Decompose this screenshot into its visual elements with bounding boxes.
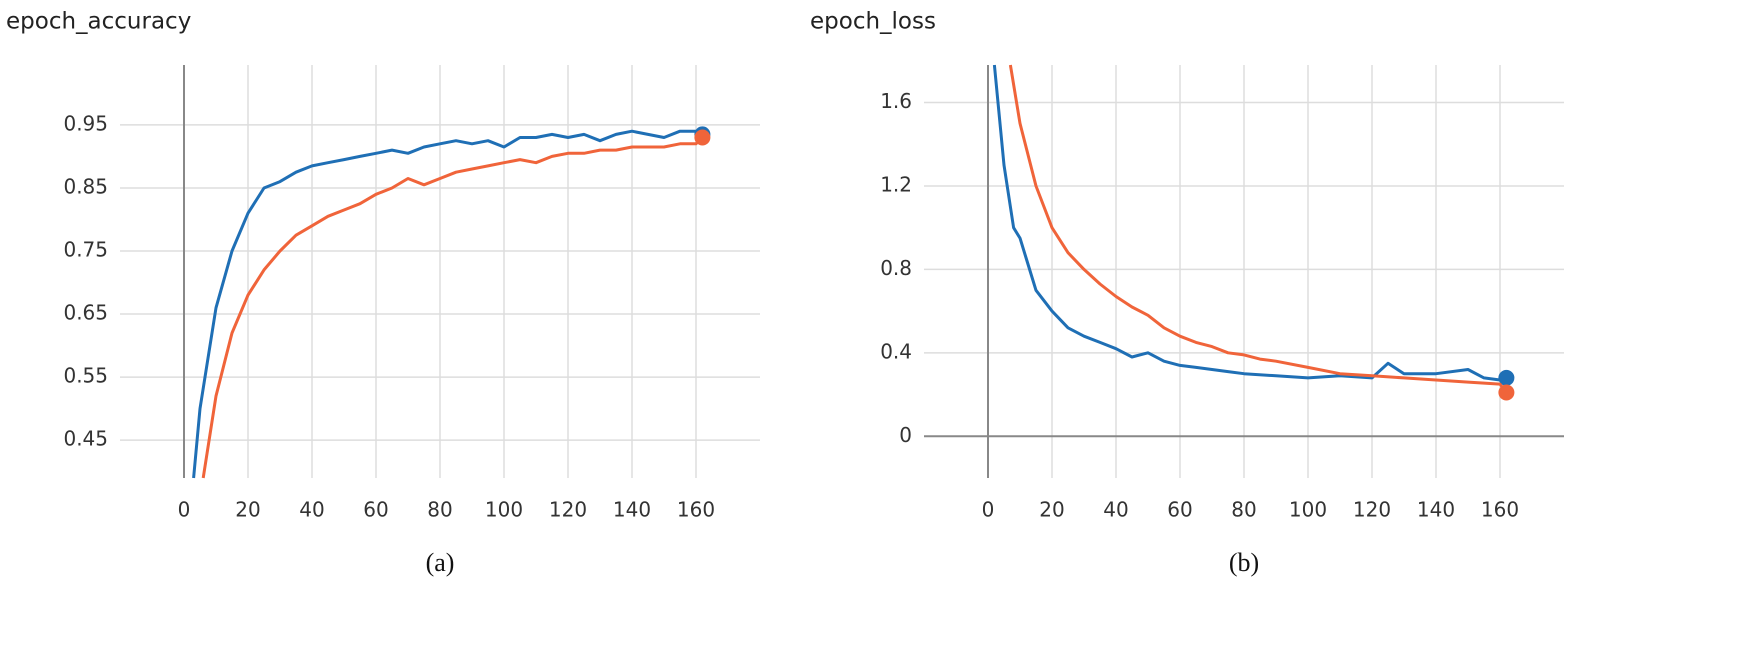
x-tick-label: 160 xyxy=(1481,498,1519,522)
y-tick-label: 0.95 xyxy=(63,111,108,135)
caption: (a) xyxy=(426,548,455,577)
series-line xyxy=(201,136,704,479)
y-tick-label: 0.8 xyxy=(880,256,912,280)
x-tick-label: 120 xyxy=(549,498,587,522)
x-tick-label: 140 xyxy=(1417,498,1455,522)
x-tick-label: 160 xyxy=(677,498,715,522)
x-tick-label: 60 xyxy=(363,498,388,522)
y-tick-label: 0.65 xyxy=(63,301,108,325)
x-tick-label: 40 xyxy=(1103,498,1128,522)
y-tick-label: 0.4 xyxy=(880,339,912,363)
y-tick-label: 0.75 xyxy=(63,238,108,262)
x-tick-label: 80 xyxy=(427,498,452,522)
caption: (b) xyxy=(1229,548,1259,577)
y-tick-label: 0.55 xyxy=(63,364,108,388)
chart-title: epoch_loss xyxy=(810,9,936,35)
x-tick-label: 0 xyxy=(178,498,191,522)
chart-title: epoch_accuracy xyxy=(6,9,191,35)
x-tick-label: 120 xyxy=(1353,498,1391,522)
y-tick-label: 1.2 xyxy=(880,172,912,196)
x-tick-label: 100 xyxy=(485,498,523,522)
y-tick-label: 0.85 xyxy=(63,174,108,198)
series-line xyxy=(192,129,704,479)
x-tick-label: 140 xyxy=(613,498,651,522)
x-tick-label: 20 xyxy=(1039,498,1064,522)
x-tick-label: 80 xyxy=(1231,498,1256,522)
x-tick-label: 0 xyxy=(982,498,995,522)
series-line xyxy=(1008,64,1508,394)
x-tick-label: 40 xyxy=(299,498,324,522)
y-tick-label: 1.6 xyxy=(880,89,912,113)
y-tick-label: 0 xyxy=(899,423,912,447)
x-tick-label: 100 xyxy=(1289,498,1327,522)
y-tick-label: 0.45 xyxy=(63,427,108,451)
end-point xyxy=(1498,384,1515,401)
end-point xyxy=(1498,369,1515,386)
x-tick-label: 20 xyxy=(235,498,260,522)
series-line xyxy=(992,64,1507,382)
x-tick-label: 60 xyxy=(1167,498,1192,522)
end-point xyxy=(694,129,711,146)
